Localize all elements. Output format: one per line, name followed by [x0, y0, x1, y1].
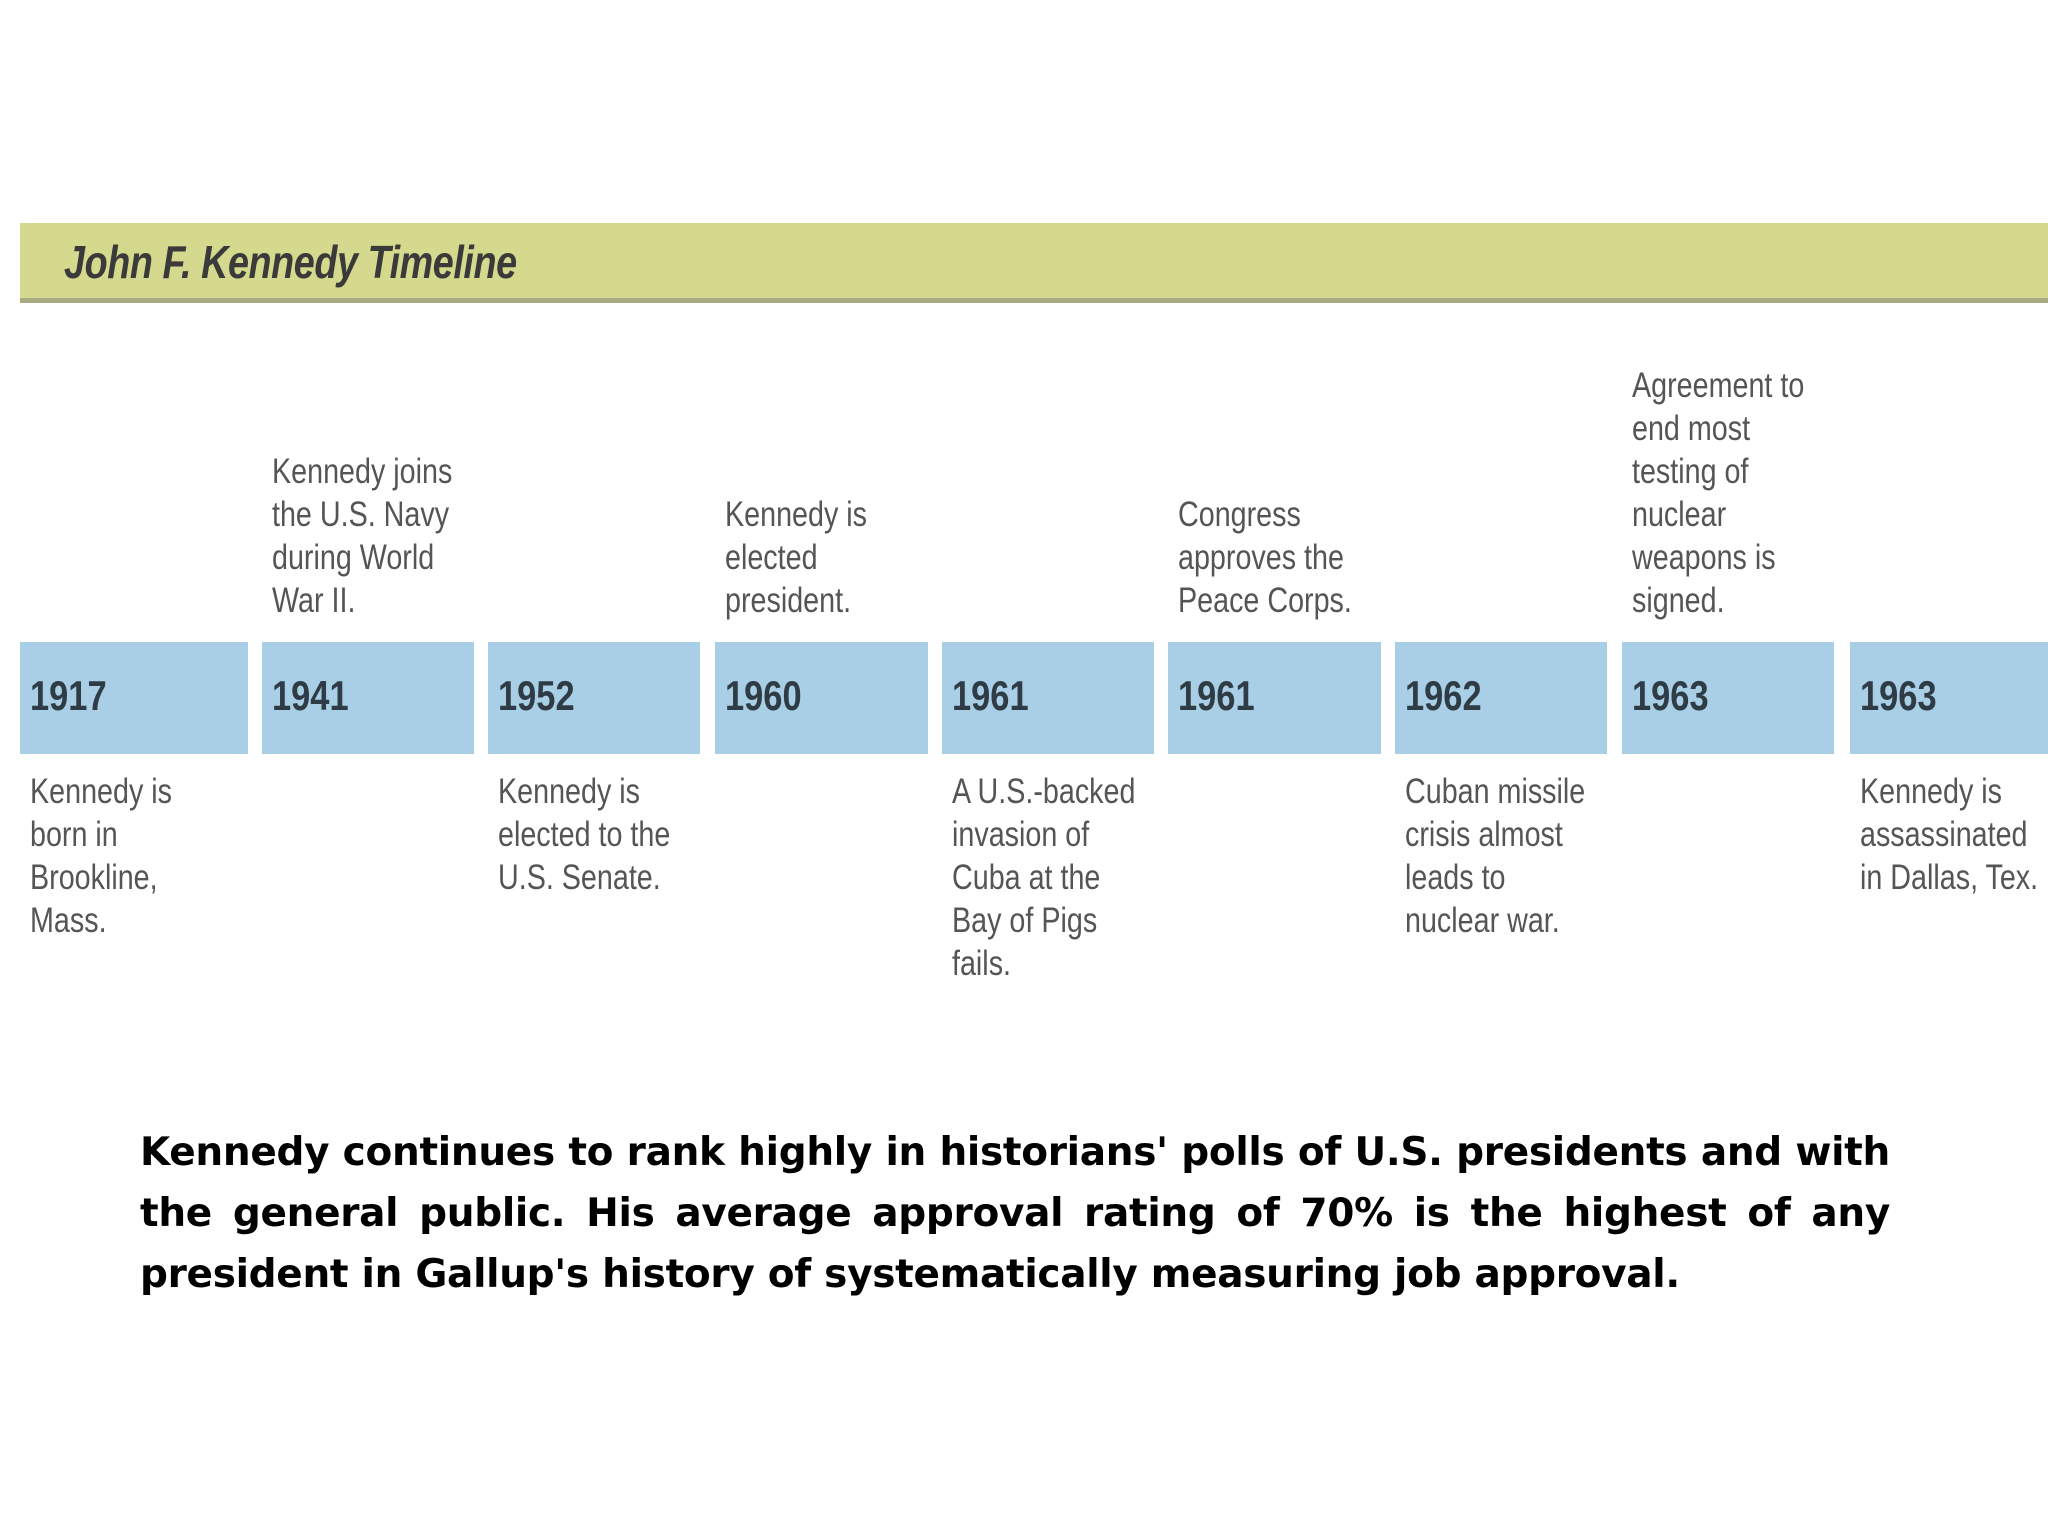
timeline-title-band: John F. Kennedy Timeline	[20, 223, 2048, 303]
timeline-year: 1941	[272, 672, 349, 719]
timeline-year: 1963	[1860, 672, 1937, 719]
timeline-year-box: 1961	[942, 642, 1154, 754]
timeline-year-box: 1963	[1622, 642, 1834, 754]
timeline-event: Cuban missile crisis almost leads to nuc…	[1405, 772, 1586, 940]
timeline-event: A U.S.-backed invasion of Cuba at the Ba…	[952, 772, 1136, 983]
timeline-title: John F. Kennedy Timeline	[64, 236, 517, 288]
timeline-year: 1962	[1405, 672, 1482, 719]
timeline-year-box: 1917	[20, 642, 248, 754]
timeline-event: Kennedy is assassinated in Dallas, Tex.	[1860, 772, 2039, 897]
timeline-event: Kennedy is born in Brookline, Mass.	[30, 772, 173, 940]
timeline-year: 1961	[952, 672, 1029, 719]
timeline-year-box: 1941	[262, 642, 474, 754]
timeline-event: Kennedy is elected president.	[725, 495, 868, 620]
timeline-event: Kennedy joins the U.S. Navy during World…	[272, 452, 453, 620]
timeline-event: Congress approves the Peace Corps.	[1178, 495, 1352, 620]
timeline-event: Kennedy is elected to the U.S. Senate.	[498, 772, 671, 897]
timeline-year-box: 1961	[1168, 642, 1381, 754]
timeline-year: 1960	[725, 672, 802, 719]
timeline-year: 1917	[30, 672, 107, 719]
timeline-year: 1963	[1632, 672, 1709, 719]
timeline-year-box: 1962	[1395, 642, 1607, 754]
timeline-year-box: 1960	[715, 642, 928, 754]
timeline-year-box: 1963	[1850, 642, 2048, 754]
timeline-year: 1961	[1178, 672, 1255, 719]
timeline-event: Agreement to end most testing of nuclear…	[1632, 366, 1805, 620]
summary-caption: Kennedy continues to rank highly in hist…	[140, 1130, 1890, 1297]
timeline-year-box: 1952	[488, 642, 700, 754]
timeline-year: 1952	[498, 672, 575, 719]
